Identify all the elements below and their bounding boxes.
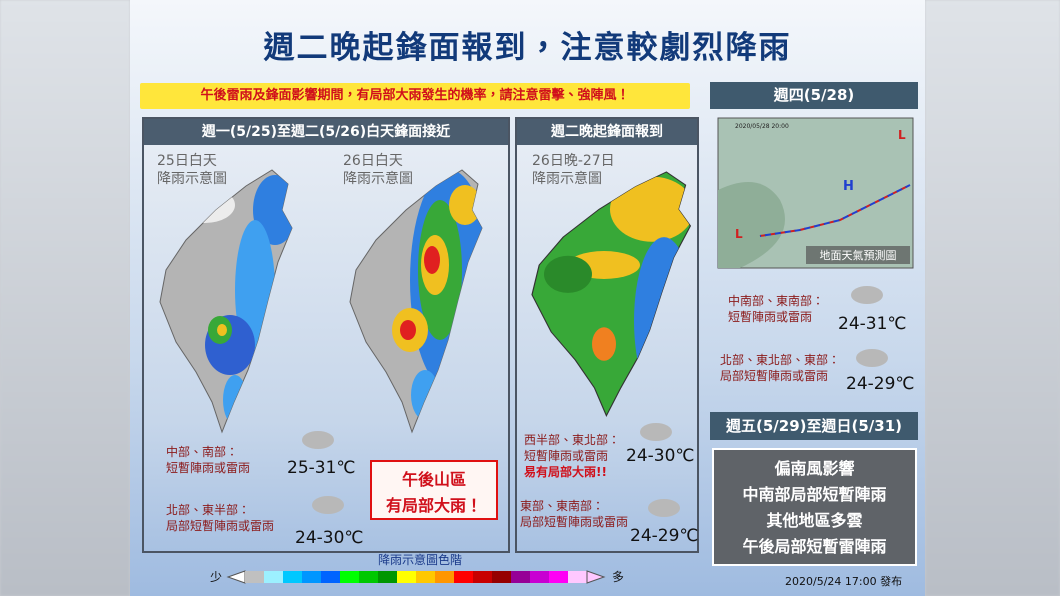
title: 週二晚起鋒面報到，注意較劇烈降雨 [263, 30, 792, 66]
color-scale [226, 570, 606, 584]
text: 午後局部短暫雷陣雨 [742, 537, 887, 556]
weather: 短暫陣雨或雷雨 [728, 310, 813, 324]
temperature: 24-30℃ [295, 528, 364, 548]
map-label: 26日白天降雨示意圖 [343, 152, 413, 188]
temperature: 24-31℃ [838, 314, 907, 334]
map-caption: 地面天氣預測圖 [820, 248, 897, 262]
text: 午後山區 [401, 470, 466, 489]
weather: 局部短暫陣雨或雷雨 [166, 519, 275, 533]
region: 中部、南部： [166, 445, 239, 459]
panel-header: 週二晚起鋒面報到 [517, 119, 697, 145]
region: 西半部、東北部： [524, 433, 621, 447]
region: 北部、東北部、東部： [720, 353, 841, 367]
weather: 短暫陣雨或雷雨 [166, 461, 251, 475]
forecast: 中部、南部： 短暫陣雨或雷雨 [166, 444, 250, 476]
scale-high: 多 [612, 570, 624, 584]
temperature: 24-30℃ [626, 446, 695, 466]
land [718, 182, 785, 268]
temperature: 24-29℃ [846, 374, 915, 394]
map-label: 25日白天降雨示意圖 [157, 152, 227, 188]
blurred-left [0, 0, 130, 596]
weekend-box: 偏南風影響 中南部局部短暫陣雨 其他地區多雲 午後局部短暫雷陣雨 [712, 448, 917, 566]
text: 中南部局部短暫陣雨 [742, 485, 887, 504]
region: 北部、東半部： [166, 503, 251, 517]
front [759, 184, 911, 237]
weather: 短暫陣雨或雷雨 [524, 449, 609, 463]
region: 中南部、東南部： [728, 294, 825, 308]
region: 東部、東南部： [520, 499, 605, 513]
weather: 局部短暫陣雨或雷雨 [720, 369, 829, 383]
text: 降雨示意圖 [532, 171, 602, 187]
blurred-right [925, 0, 1060, 596]
temperature: 24-29℃ [630, 526, 699, 546]
text: 偏南風影響 [774, 459, 855, 478]
text: 降雨示意圖 [343, 171, 413, 187]
rain-map [349, 169, 483, 433]
pressure-mark: L [898, 128, 906, 142]
weather-icons [302, 286, 888, 517]
text: 降雨示意圖 [157, 171, 227, 187]
callout: 午後山區有局部大雨！ [370, 460, 498, 520]
panel-header: 週一(5/25)至週二(5/26)白天鋒面接近 [144, 119, 508, 145]
map-label: 26日晚-27日 降雨示意圖 [532, 152, 615, 188]
forecast: 東部、東南部： 局部短暫陣雨或雷雨 [520, 498, 628, 530]
forecast: 中南部、東南部： 短暫陣雨或雷雨 [728, 293, 824, 325]
map-timestamp: 2020/05/28 20:00 [735, 123, 789, 130]
scale-low: 少 [210, 570, 222, 584]
temperature: 25-31℃ [287, 458, 356, 478]
day-header: 週五(5/29)至週日(5/31) [710, 412, 918, 440]
text: 26日白天 [343, 153, 403, 169]
warning: 易有局部大雨!! [524, 465, 607, 479]
text: 25日白天 [157, 153, 217, 169]
scale-title: 降雨示意圖色階 [378, 552, 462, 567]
alert-banner: 午後雷雨及鋒面影響期間，有局部大雨發生的機率，請注意雷擊、強陣風！ [140, 83, 690, 109]
rain-map [159, 169, 293, 433]
day-header: 週四(5/28) [710, 82, 918, 109]
rain-map [531, 171, 692, 417]
pressure-mark: H [843, 179, 854, 194]
text: 有局部大雨！ [385, 496, 482, 515]
pressure-mark: L [735, 227, 743, 241]
caption-bg [806, 246, 910, 264]
forecast: 北部、東北部、東部： 局部短暫陣雨或雷雨 [720, 352, 840, 384]
forecast: 西半部、東北部： 短暫陣雨或雷雨 易有局部大雨!! [524, 432, 620, 480]
text: 其他地區多雲 [766, 511, 863, 530]
footer: 2020/5/24 17:00 發布 [785, 575, 903, 588]
front [759, 184, 911, 237]
forecast: 北部、東半部： 局部短暫陣雨或雷雨 [166, 502, 274, 534]
text: 26日晚-27日 [532, 153, 615, 169]
weather: 局部短暫陣雨或雷雨 [520, 515, 629, 529]
